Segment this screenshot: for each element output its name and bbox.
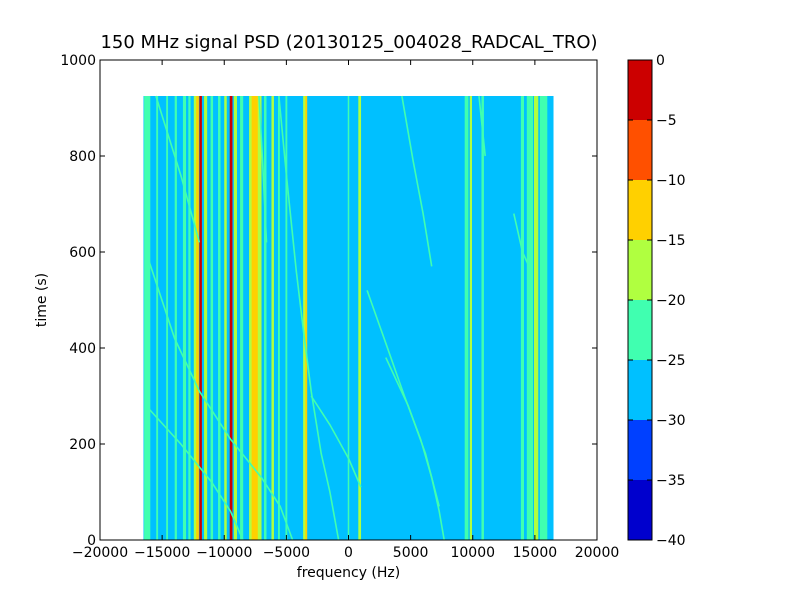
x-tick-label: −20000 <box>72 545 128 561</box>
y-tick-label: 0 <box>87 533 96 549</box>
colorbar-tick-label: −10 <box>656 173 686 189</box>
heatmap-line <box>526 96 534 540</box>
colorbar-segment <box>628 420 652 480</box>
chart-title: 150 MHz signal PSD (20130125_004028_RADC… <box>100 32 597 53</box>
colorbar-segment <box>628 180 652 240</box>
heatmap-line <box>199 96 202 540</box>
heatmap-trace <box>478 95 486 157</box>
heatmap-line <box>174 96 177 540</box>
heatmap-line <box>520 96 525 540</box>
heatmap-line <box>303 96 306 540</box>
heatmap-trace <box>155 95 201 243</box>
colorbar-tick-label: −35 <box>656 473 686 489</box>
heatmap-line <box>251 96 260 540</box>
colorbar-segment <box>628 120 652 180</box>
colorbar-tick-label: −25 <box>656 353 686 369</box>
x-axis-label: frequency (Hz) <box>297 565 400 581</box>
heatmap-trace <box>278 95 340 541</box>
heatmap-line <box>240 96 244 540</box>
heatmap-line <box>233 96 237 540</box>
x-tick-label: 20000 <box>575 545 620 561</box>
heatmap-line <box>188 96 191 540</box>
colorbar-tick-label: 0 <box>656 53 665 69</box>
heatmap-line <box>218 96 221 540</box>
y-tick-label: 1000 <box>60 53 96 69</box>
heatmap-line <box>464 96 469 540</box>
heatmap-line <box>182 96 187 540</box>
colorbar-tick-label: −15 <box>656 233 686 249</box>
heatmap-trace <box>513 213 532 272</box>
heatmap-line <box>257 96 262 540</box>
heatmap-trace <box>401 95 433 267</box>
heatmap-line <box>539 96 548 540</box>
y-tick-label: 400 <box>69 341 96 357</box>
colorbar-tick-label: −20 <box>656 293 686 309</box>
heatmap-line <box>193 96 198 540</box>
colorbar-segment <box>628 480 652 540</box>
y-tick-label: 800 <box>69 149 96 165</box>
colorbar: −40 −35 −30 −25 −20 −15 −10 −5 0 <box>627 53 686 549</box>
x-tick-label: −5000 <box>263 545 310 561</box>
colorbar-tick-label: −30 <box>656 413 686 429</box>
colorbar-segment <box>628 300 652 360</box>
x-tick-label: 10000 <box>450 545 495 561</box>
heatmap-diagonal-traces <box>145 95 532 541</box>
heatmap-line <box>210 96 214 540</box>
heatmap-line <box>533 96 539 540</box>
x-tick-label: −15000 <box>134 545 190 561</box>
colorbar-segment <box>628 360 652 420</box>
heatmap-line <box>144 96 151 540</box>
x-tick-label: 0 <box>344 545 353 561</box>
heatmap-line <box>358 96 362 540</box>
colorbar-tick-label: −40 <box>656 533 686 549</box>
heatmap-line <box>264 96 267 540</box>
heatmap-line <box>277 96 280 540</box>
heatmap-trace <box>310 395 362 488</box>
heatmap-trace <box>145 405 244 541</box>
x-tick-label: −10000 <box>196 545 252 561</box>
heatmap-line <box>347 96 350 540</box>
y-axis-ticks: 0 200 400 600 800 1000 <box>60 53 597 549</box>
colorbar-segment <box>628 60 652 120</box>
heatmap-line <box>305 96 308 540</box>
heatmap-trace <box>385 357 440 507</box>
heatmap-line <box>285 96 288 540</box>
heatmap-trace <box>258 95 268 243</box>
heatmap-line <box>196 96 199 540</box>
plot-area: −20000 −15000 −10000 −5000 0 5000 10000 15000 20… <box>60 53 619 561</box>
colorbar-tick-label: −5 <box>656 113 677 129</box>
y-tick-label: 600 <box>69 245 96 261</box>
colorbar-segment <box>628 240 652 300</box>
heatmap-line <box>229 96 233 540</box>
y-axis-label: time (s) <box>34 273 50 327</box>
heatmap-line <box>249 96 253 540</box>
y-tick-label: 200 <box>69 437 96 453</box>
heatmap-line <box>481 96 484 540</box>
heatmap-line <box>156 96 159 540</box>
heatmap-line <box>469 96 473 540</box>
heatmap-vertical-lines <box>144 96 548 540</box>
heatmap-line <box>271 96 274 540</box>
heatmap-trace <box>145 251 294 541</box>
heatmap-line <box>224 96 227 540</box>
x-axis-ticks: −20000 −15000 −10000 −5000 0 5000 10000 15000 20… <box>72 60 619 561</box>
x-tick-label: 15000 <box>513 545 558 561</box>
heatmap-line <box>204 96 208 540</box>
x-tick-label: 5000 <box>393 545 429 561</box>
